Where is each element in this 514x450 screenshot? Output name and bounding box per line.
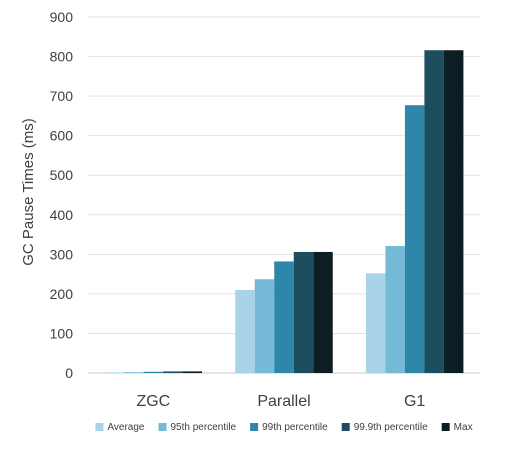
bar-zgc-99th-percentile — [143, 371, 164, 373]
legend-item: 99.9th percentile — [341, 422, 428, 433]
legend-item: Max — [441, 422, 473, 433]
x-axis-categories: ZGC Parallel G1 — [136, 393, 425, 410]
bar-zgc-99-9th-percentile — [163, 371, 183, 373]
bar-g1-95th-percentile — [385, 246, 405, 373]
y-tick-label: 0 — [65, 365, 73, 381]
legend-item: 99th percentile — [250, 422, 328, 433]
y-tick-label: 700 — [50, 88, 74, 104]
y-tick-label: 500 — [50, 167, 74, 183]
legend: Average 95th percentile 99th percentile 99.… — [95, 422, 473, 433]
bar-parallel-99th-percentile — [274, 261, 294, 373]
bar-parallel-average — [235, 289, 255, 373]
bar-parallel-95th-percentile — [254, 279, 275, 373]
bars — [104, 50, 464, 374]
y-tick-label: 800 — [50, 49, 74, 65]
legend-label: Average — [107, 422, 145, 433]
bar-g1-max — [443, 50, 464, 374]
x-category-label: G1 — [404, 393, 425, 410]
x-category-label: ZGC — [136, 393, 170, 410]
y-axis-ticks: 0 100 200 300 400 500 600 700 800 900 — [50, 9, 74, 381]
y-axis-title: GC Pause Times (ms) — [20, 118, 37, 266]
bar-zgc-max — [182, 371, 203, 373]
bar-g1-average — [365, 273, 386, 373]
y-tick-label: 200 — [50, 286, 74, 302]
legend-swatch — [158, 423, 167, 431]
bar-zgc-95th-percentile — [124, 372, 144, 373]
legend-item: 95th percentile — [158, 422, 237, 433]
legend-swatch — [441, 423, 450, 431]
y-tick-label: 900 — [50, 9, 74, 25]
bar-g1-99th-percentile — [404, 105, 425, 373]
y-tick-label: 600 — [50, 128, 74, 144]
y-tick-label: 300 — [50, 246, 74, 262]
legend-label: 99th percentile — [262, 422, 328, 433]
legend-label: Max — [454, 422, 473, 433]
bar-zgc-average — [104, 372, 125, 373]
legend-label: 95th percentile — [171, 422, 237, 433]
bar-g1-99-9th-percentile — [424, 50, 444, 374]
bar-parallel-max — [313, 251, 333, 373]
legend-label: 99.9th percentile — [354, 422, 428, 433]
x-category-label: Parallel — [257, 393, 310, 410]
gridlines — [88, 16, 480, 374]
y-tick-label: 400 — [50, 207, 74, 223]
y-tick-label: 100 — [50, 325, 74, 341]
legend-swatch — [95, 423, 104, 431]
legend-item: Average — [95, 422, 145, 433]
legend-swatch — [341, 423, 350, 431]
legend-swatch — [250, 423, 259, 431]
bar-parallel-99-9th-percentile — [293, 251, 314, 373]
